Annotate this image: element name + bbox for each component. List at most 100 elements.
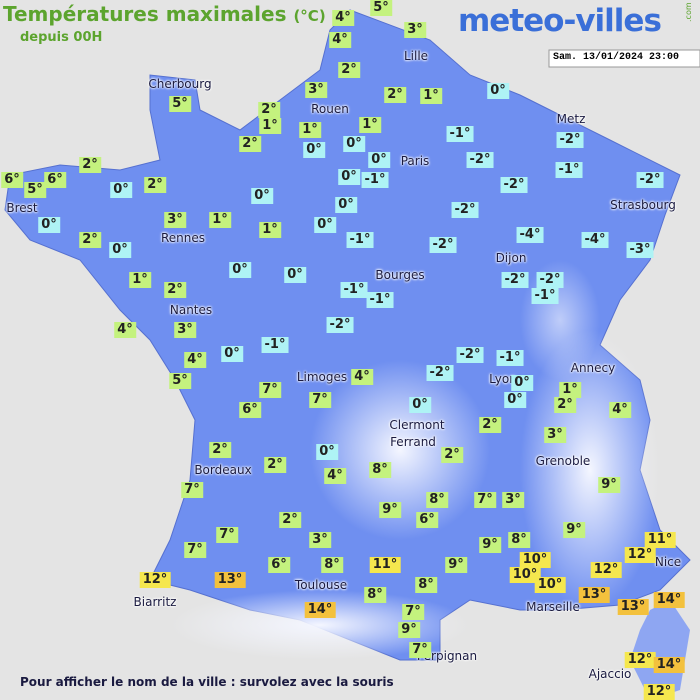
temperature-label[interactable]: -2° [451,202,479,218]
temperature-label[interactable]: -1° [446,126,474,142]
temperature-label[interactable]: 0° [487,83,509,99]
temperature-label[interactable]: 0° [251,188,273,204]
temperature-label[interactable]: -1° [531,288,559,304]
city-name[interactable]: Toulouse [294,578,348,592]
temperature-label[interactable]: -2° [636,172,664,188]
temperature-label[interactable]: 14° [653,657,685,673]
temperature-label[interactable]: 3° [544,427,566,443]
temperature-label[interactable]: -2° [426,365,454,381]
city-name[interactable]: Lille [403,49,429,63]
temperature-label[interactable]: 7° [402,604,424,620]
temperature-label[interactable]: 2° [79,157,101,173]
temperature-label[interactable]: 3° [164,212,186,228]
temperature-label[interactable]: 13° [214,572,246,588]
temperature-label[interactable]: 4° [351,369,373,385]
temperature-label[interactable]: 8° [508,532,530,548]
temperature-label[interactable]: -2° [326,317,354,333]
temperature-label[interactable]: 2° [554,397,576,413]
temperature-label[interactable]: 1° [299,122,321,138]
temperature-label[interactable]: 1° [259,118,281,134]
temperature-label[interactable]: 9° [445,557,467,573]
temperature-label[interactable]: 2° [479,417,501,433]
temperature-label[interactable]: 14° [653,592,685,608]
temperature-label[interactable]: 12° [624,652,656,668]
temperature-label[interactable]: 2° [258,102,280,118]
temperature-label[interactable]: 3° [404,22,426,38]
city-name[interactable]: Nice [654,555,682,569]
temperature-label[interactable]: 3° [502,492,524,508]
temperature-label[interactable]: -1° [361,172,389,188]
temperature-label[interactable]: -2° [466,152,494,168]
city-name[interactable]: Brest [6,201,38,215]
temperature-label[interactable]: 4° [609,402,631,418]
temperature-label[interactable]: 0° [314,217,336,233]
temperature-label[interactable]: 5° [169,373,191,389]
temperature-label[interactable]: -3° [626,242,654,258]
city-name[interactable]: Clermont [389,418,445,432]
temperature-label[interactable]: -1° [346,232,374,248]
temperature-label[interactable]: 7° [309,392,331,408]
city-name[interactable]: Rouen [311,102,349,116]
temperature-label[interactable]: 3° [174,322,196,338]
temperature-label[interactable]: -4° [581,232,609,248]
temperature-label[interactable]: 8° [369,462,391,478]
city-name[interactable]: Ajaccio [588,667,632,681]
temperature-label[interactable]: 5° [24,182,46,198]
temperature-label[interactable]: 0° [409,397,431,413]
temperature-label[interactable]: 2° [164,282,186,298]
temperature-label[interactable]: 3° [309,532,331,548]
temperature-label[interactable]: 1° [559,382,581,398]
temperature-label[interactable]: 2° [338,62,360,78]
temperature-label[interactable]: 0° [38,217,60,233]
temperature-label[interactable]: 2° [279,512,301,528]
temperature-label[interactable]: -1° [340,282,368,298]
temperature-label[interactable]: 7° [184,542,206,558]
temperature-label[interactable]: 7° [259,382,281,398]
city-name[interactable]: Annecy [570,361,616,375]
temperature-label[interactable]: 5° [169,96,191,112]
city-name[interactable]: Lyon [489,372,517,386]
city-name[interactable]: Grenoble [535,454,591,468]
temperature-label[interactable]: 0° [343,136,365,152]
temperature-label[interactable]: 2° [79,232,101,248]
temperature-label[interactable]: 12° [590,562,622,578]
temperature-label[interactable]: 4° [324,468,346,484]
temperature-label[interactable]: 7° [181,482,203,498]
temperature-label[interactable]: 0° [303,142,325,158]
city-name[interactable]: Ferrand [390,435,436,449]
temperature-label[interactable]: 14° [304,602,336,618]
temperature-label[interactable]: 1° [420,88,442,104]
temperature-label[interactable]: 4° [184,352,206,368]
temperature-label[interactable]: 2° [239,136,261,152]
temperature-label[interactable]: -2° [501,272,529,288]
temperature-label[interactable]: 12° [139,572,171,588]
temperature-label[interactable]: 2° [384,87,406,103]
city-name[interactable]: Limoges [296,370,348,384]
temperature-label[interactable]: 2° [264,457,286,473]
temperature-label[interactable]: 0° [511,375,533,391]
city-name[interactable]: Strasbourg [610,198,676,212]
city-name[interactable]: Nantes [169,303,213,317]
city-name[interactable]: Dijon [495,251,527,265]
temperature-label[interactable]: 6° [416,512,438,528]
temperature-label[interactable]: -1° [496,350,524,366]
temperature-label[interactable]: 0° [338,169,360,185]
temperature-label[interactable]: 8° [364,587,386,603]
temperature-label[interactable]: 10° [534,577,566,593]
temperature-label[interactable]: 6° [268,557,290,573]
temperature-label[interactable]: 5° [370,0,392,16]
temperature-label[interactable]: 0° [221,346,243,362]
temperature-label[interactable]: 7° [409,642,431,658]
temperature-label[interactable]: 0° [284,267,306,283]
temperature-label[interactable]: 8° [415,577,437,593]
temperature-label[interactable]: 3° [305,82,327,98]
temperature-label[interactable]: 1° [209,212,231,228]
city-name[interactable]: Cherbourg [148,77,212,91]
temperature-label[interactable]: 2° [144,177,166,193]
temperature-label[interactable]: 13° [617,599,649,615]
temperature-label[interactable]: 4° [114,322,136,338]
temperature-label[interactable]: 9° [479,537,501,553]
city-name[interactable]: Metz [556,112,586,126]
temperature-label[interactable]: 0° [109,242,131,258]
city-name[interactable]: Marseille [526,600,580,614]
